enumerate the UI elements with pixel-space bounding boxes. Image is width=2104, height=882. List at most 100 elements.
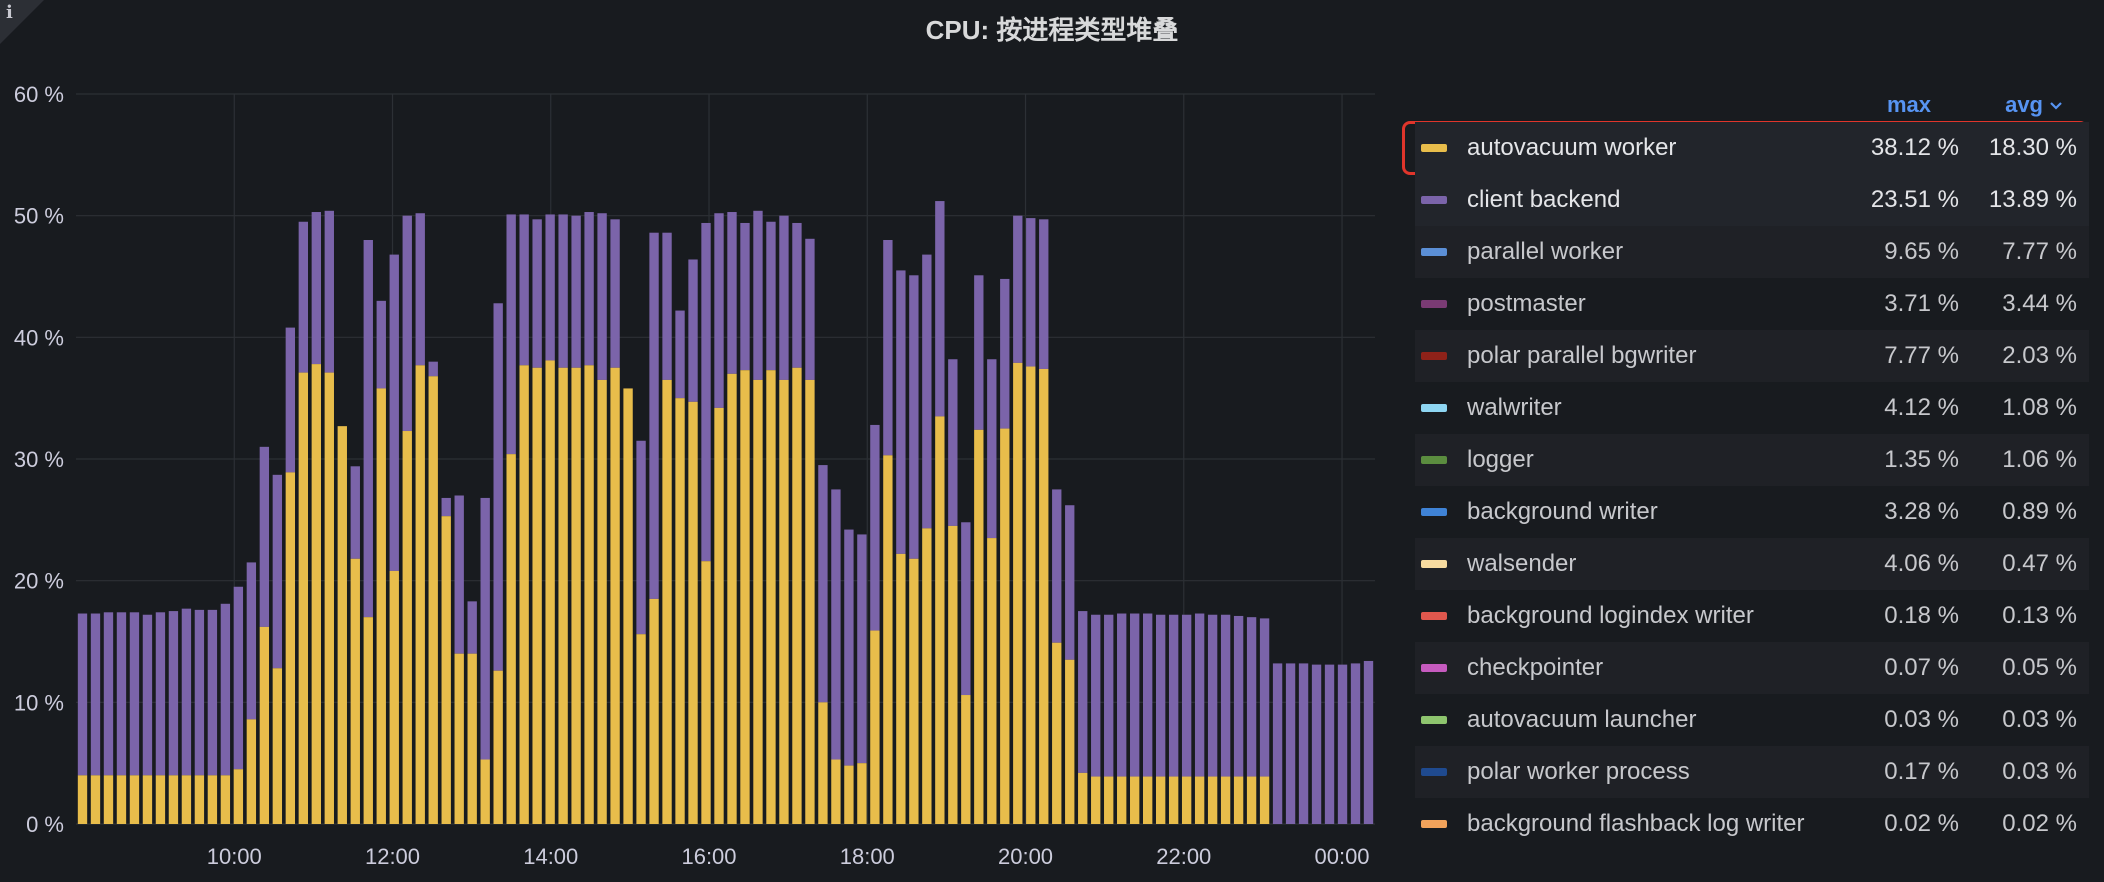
legend-series-name[interactable]: walsender bbox=[1467, 550, 1577, 577]
legend-row[interactable]: polar parallel bgwriter 7.77 % 2.03 % bbox=[1415, 330, 2089, 382]
legend-row[interactable]: autovacuum launcher 0.03 % 0.03 % bbox=[1415, 694, 2089, 746]
x-tick-label: 00:00 bbox=[1314, 844, 1369, 869]
x-tick-label: 18:00 bbox=[840, 844, 895, 869]
legend-row[interactable]: background flashback log writer 0.02 % 0.0… bbox=[1415, 798, 2089, 850]
y-tick-label: 60 % bbox=[14, 82, 64, 107]
bar-autovacuum-worker bbox=[844, 765, 854, 824]
bar-autovacuum-worker bbox=[753, 379, 763, 824]
bar-autovacuum-worker bbox=[688, 401, 698, 824]
bar-client-backend bbox=[1026, 218, 1036, 367]
y-tick-label: 0 % bbox=[26, 812, 64, 837]
legend-swatch[interactable] bbox=[1421, 820, 1447, 828]
bar-client-backend bbox=[1168, 614, 1179, 777]
bar-client-backend bbox=[857, 534, 867, 764]
legend-series-name[interactable]: polar parallel bgwriter bbox=[1467, 342, 1697, 369]
bar-client-backend bbox=[207, 609, 218, 776]
bar-client-backend bbox=[740, 222, 750, 371]
bar-autovacuum-worker bbox=[1155, 776, 1166, 824]
legend-row[interactable]: checkpointer 0.07 % 0.05 % bbox=[1415, 642, 2089, 694]
legend-row[interactable]: parallel worker 9.65 % 7.77 % bbox=[1415, 226, 2089, 278]
legend-swatch[interactable] bbox=[1421, 352, 1447, 360]
panel-title: CPU: 按进程类型堆叠 bbox=[925, 15, 1179, 45]
bar-autovacuum-worker bbox=[220, 775, 231, 824]
legend-series-name[interactable]: postmaster bbox=[1467, 290, 1586, 317]
bar-client-backend bbox=[1104, 614, 1114, 777]
legend-swatch[interactable] bbox=[1421, 716, 1447, 724]
legend-series-name[interactable]: parallel worker bbox=[1467, 238, 1624, 265]
bar-client-backend bbox=[662, 232, 672, 380]
bar-autovacuum-worker bbox=[285, 472, 296, 824]
legend-avg-value: 0.47 % bbox=[2002, 550, 2077, 577]
x-tick-label: 20:00 bbox=[998, 844, 1053, 869]
legend-max-value: 7.77 % bbox=[1884, 342, 1959, 369]
legend-swatch[interactable] bbox=[1421, 248, 1447, 256]
bar-client-backend bbox=[376, 300, 386, 389]
bar-client-backend bbox=[610, 219, 620, 368]
y-tick-label: 50 % bbox=[14, 204, 64, 229]
bar-client-backend bbox=[519, 214, 529, 366]
bar-autovacuum-worker bbox=[883, 455, 893, 824]
legend-avg-value: 7.77 % bbox=[2002, 238, 2077, 265]
chevron-down-icon[interactable] bbox=[2049, 101, 2063, 111]
legend-series-name[interactable]: checkpointer bbox=[1467, 654, 1604, 681]
legend-header: max avg bbox=[1415, 86, 2089, 122]
bar-client-backend bbox=[103, 612, 114, 776]
legend-avg-value: 0.02 % bbox=[2002, 810, 2077, 837]
panel-corner[interactable] bbox=[0, 0, 44, 44]
bar-client-backend bbox=[805, 238, 815, 380]
legend-row[interactable]: postmaster 3.71 % 3.44 % bbox=[1415, 278, 2089, 330]
legend-header-avg[interactable]: avg bbox=[2005, 92, 2043, 117]
legend-swatch[interactable] bbox=[1421, 560, 1447, 568]
legend-swatch[interactable] bbox=[1421, 612, 1447, 620]
bar-client-backend bbox=[1272, 663, 1283, 824]
legend-row[interactable]: walwriter 4.12 % 1.08 % bbox=[1415, 382, 2089, 434]
info-icon[interactable]: i bbox=[6, 2, 13, 23]
bar-client-backend bbox=[883, 240, 893, 456]
bar-client-backend bbox=[493, 303, 503, 671]
bar-client-backend bbox=[974, 275, 984, 430]
bar-autovacuum-worker bbox=[870, 630, 880, 824]
legend-row[interactable]: logger 1.35 % 1.06 % bbox=[1415, 434, 2089, 486]
bar-autovacuum-worker bbox=[740, 370, 750, 824]
legend-series-name[interactable]: autovacuum worker bbox=[1467, 134, 1677, 161]
legend-swatch[interactable] bbox=[1421, 456, 1447, 464]
legend-row[interactable]: background logindex writer 0.18 % 0.13 % bbox=[1415, 590, 2089, 642]
legend-swatch[interactable] bbox=[1421, 404, 1447, 412]
legend-row[interactable]: autovacuum worker 38.12 % 18.30 % bbox=[1415, 122, 2089, 174]
legend-header-max[interactable]: max bbox=[1886, 92, 1931, 117]
legend-row[interactable]: background writer 3.28 % 0.89 % bbox=[1415, 486, 2089, 538]
bar-client-backend bbox=[1233, 615, 1244, 777]
legend-swatch[interactable] bbox=[1421, 196, 1447, 204]
legend-swatch[interactable] bbox=[1421, 508, 1447, 516]
bar-client-backend bbox=[1246, 617, 1257, 777]
legend-swatch[interactable] bbox=[1421, 144, 1447, 152]
legend-series-name[interactable]: logger bbox=[1467, 446, 1534, 473]
legend-row[interactable]: walsender 4.06 % 0.47 % bbox=[1415, 538, 2089, 590]
legend-series-name[interactable]: polar worker process bbox=[1467, 758, 1690, 785]
legend-series-name[interactable]: walwriter bbox=[1467, 394, 1562, 421]
bar-autovacuum-worker bbox=[792, 367, 802, 824]
legend-row[interactable]: polar worker process 0.17 % 0.03 % bbox=[1415, 746, 2089, 798]
legend-max-value: 0.17 % bbox=[1884, 758, 1959, 785]
legend-swatch[interactable] bbox=[1421, 664, 1447, 672]
legend-swatch[interactable] bbox=[1421, 768, 1447, 776]
legend-series-name[interactable]: client backend bbox=[1467, 186, 1621, 213]
bar-client-backend bbox=[727, 212, 737, 374]
bar-client-backend bbox=[1039, 219, 1049, 369]
bar-autovacuum-worker bbox=[363, 617, 373, 824]
bar-autovacuum-worker bbox=[779, 379, 789, 824]
legend-avg-value: 2.03 % bbox=[2002, 342, 2077, 369]
legend-max-value: 23.51 % bbox=[1870, 186, 1959, 213]
legend-avg-value: 0.03 % bbox=[2002, 758, 2077, 785]
legend-avg-value: 0.89 % bbox=[2002, 498, 2077, 525]
legend-max-value: 1.35 % bbox=[1884, 446, 1959, 473]
legend-swatch[interactable] bbox=[1421, 300, 1447, 308]
legend-series-name[interactable]: background flashback log writer bbox=[1467, 810, 1805, 837]
bar-client-backend bbox=[298, 221, 309, 373]
legend-series-name[interactable]: background logindex writer bbox=[1467, 602, 1754, 629]
legend-series-name[interactable]: background writer bbox=[1467, 498, 1658, 525]
legend-row[interactable]: client backend 23.51 % 13.89 % bbox=[1415, 174, 2089, 226]
bar-client-backend bbox=[233, 586, 244, 770]
legend-series-name[interactable]: autovacuum launcher bbox=[1467, 706, 1697, 733]
bar-client-backend bbox=[1052, 489, 1062, 643]
